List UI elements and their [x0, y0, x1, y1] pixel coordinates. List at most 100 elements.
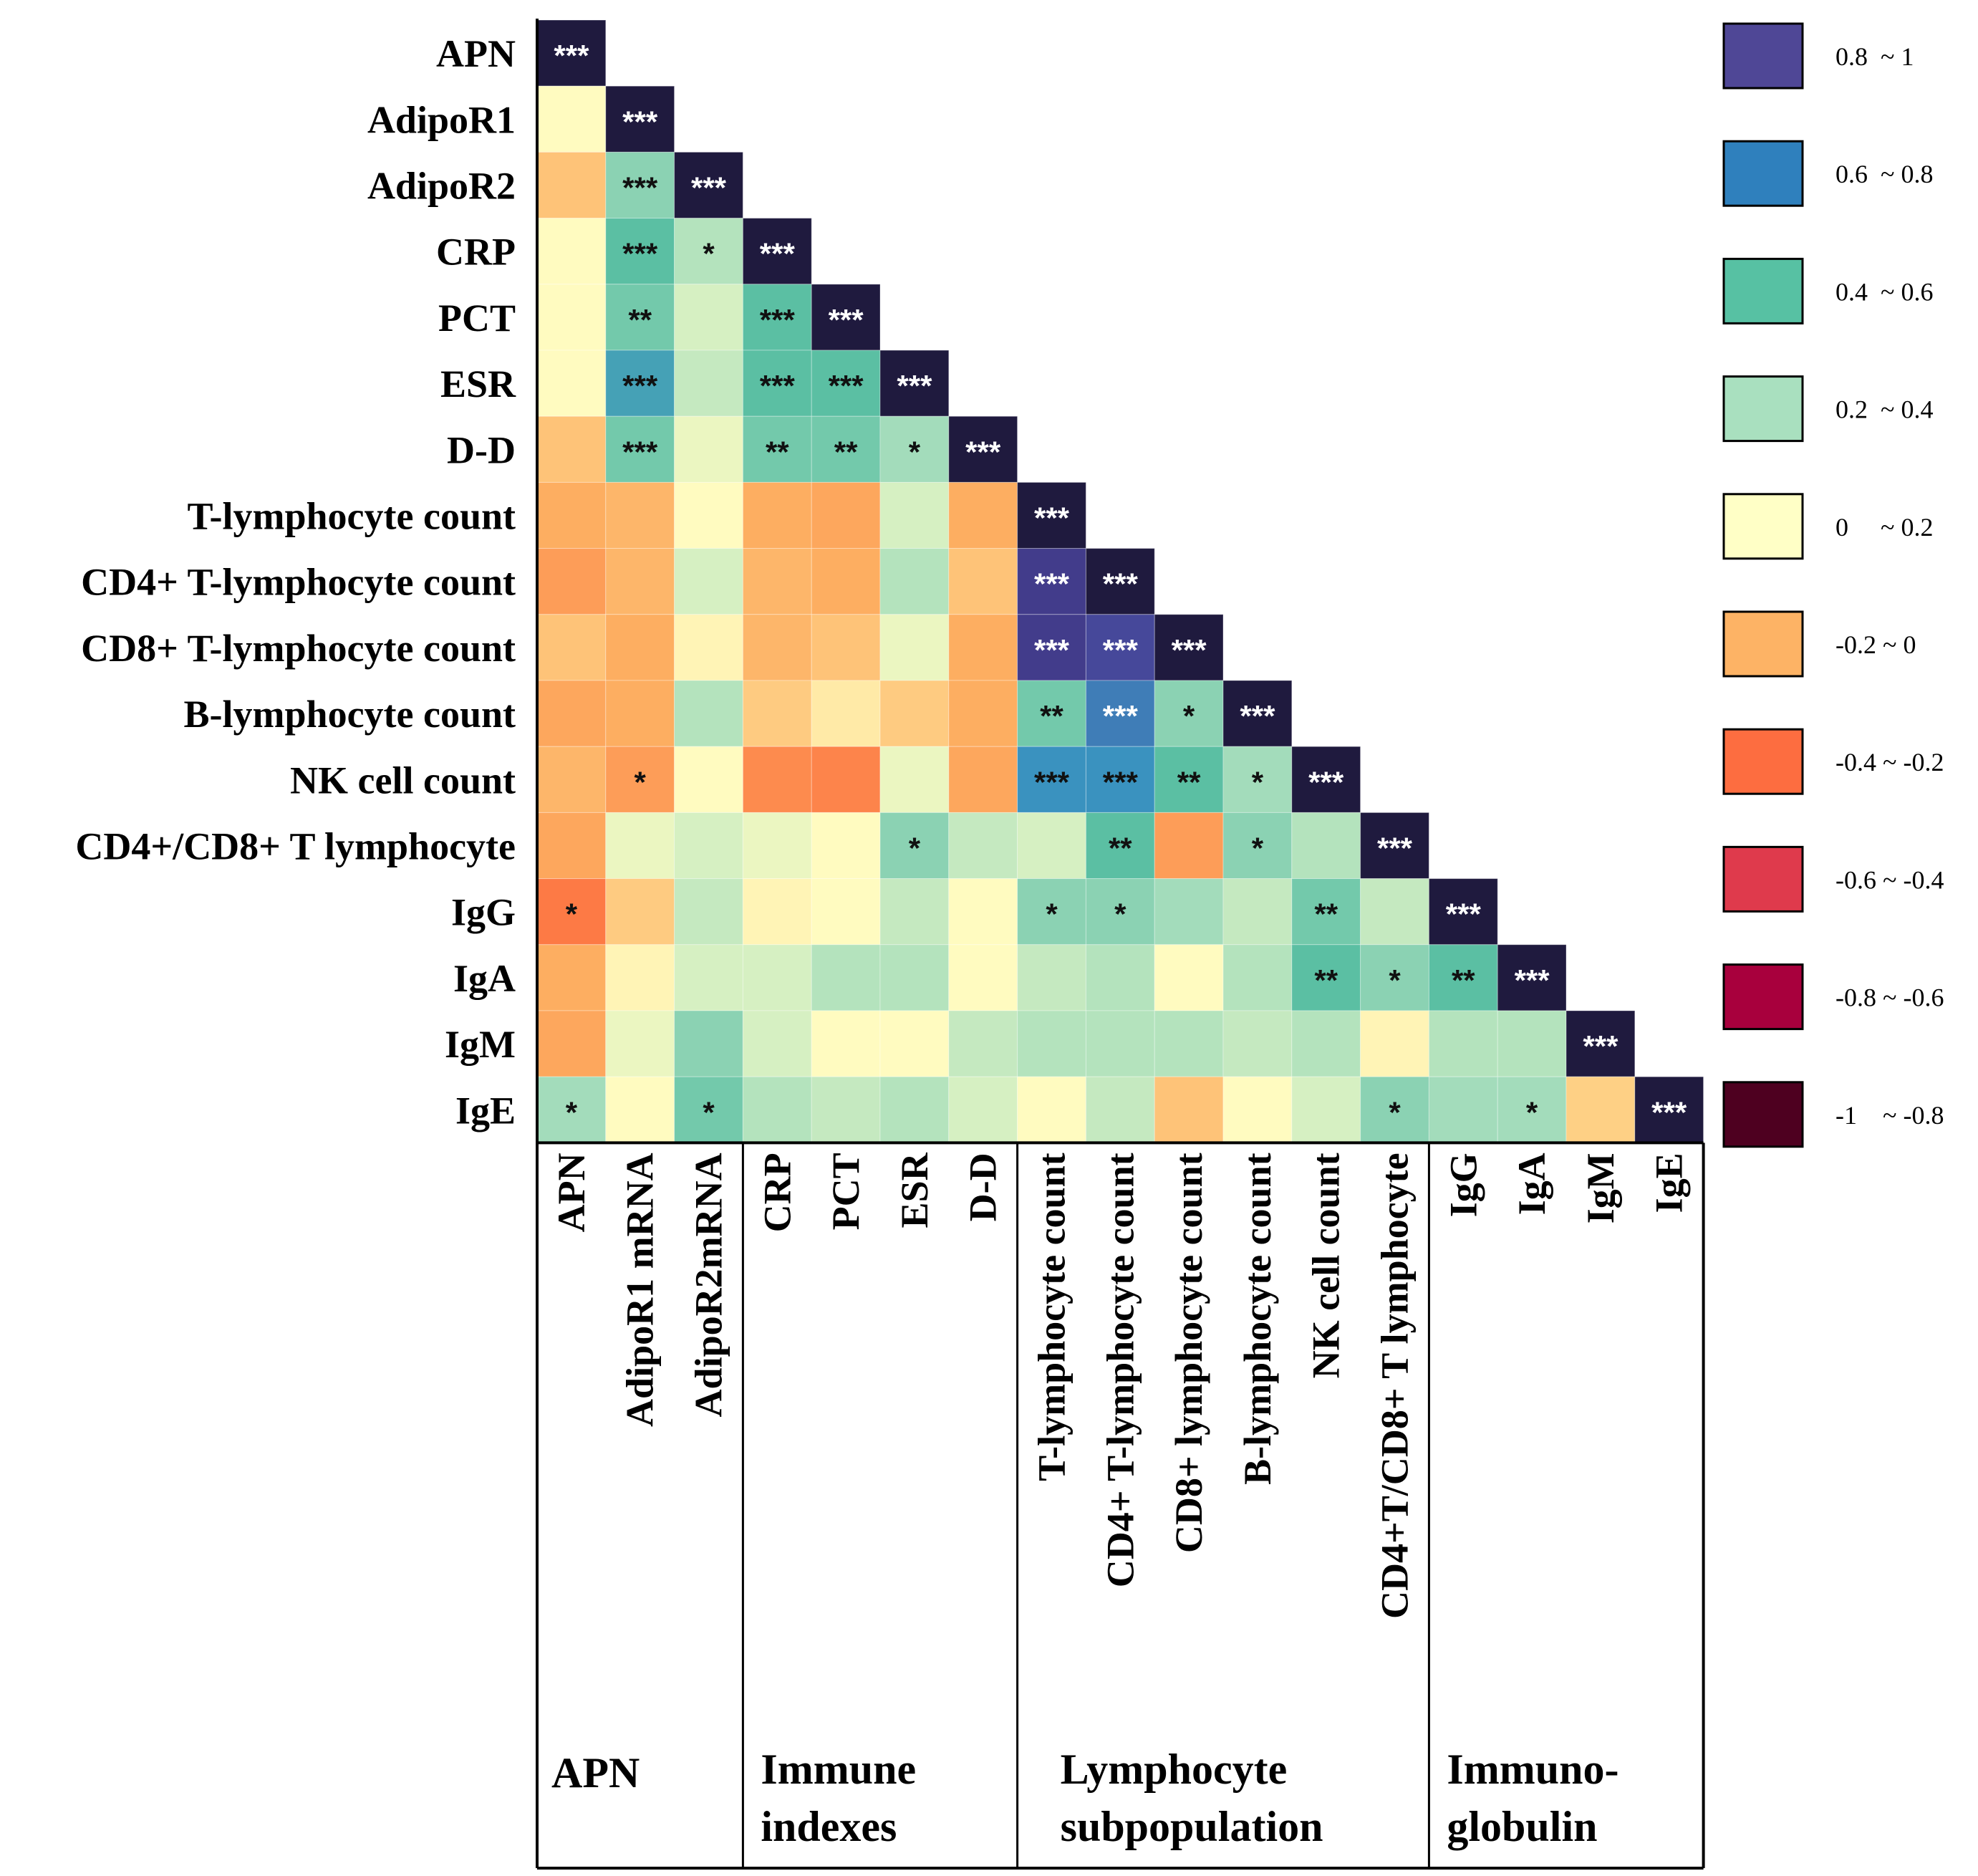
heatmap-cell — [811, 1076, 881, 1143]
heatmap-cell — [674, 878, 743, 946]
heatmap-cell — [1222, 746, 1293, 813]
significance-mark: ** — [1314, 898, 1338, 931]
legend-swatch — [1722, 845, 1804, 913]
significance-mark: * — [566, 898, 578, 931]
column-label: ESR — [893, 1152, 936, 1228]
significance-mark: *** — [760, 303, 796, 337]
group-label: Immuno-globulin — [1447, 1746, 1618, 1850]
significance-mark: * — [1389, 1095, 1401, 1129]
legend-label: 0.4 ~ 0.6 — [1835, 277, 1933, 306]
legend-label: 0.2 ~ 0.4 — [1835, 395, 1933, 424]
legend-label: 0.8 ~ 1 — [1835, 42, 1914, 71]
color-legend: 0.8 ~ 1 0.6 ~ 0.8 0.4 ~ 0.6 0.2 ~ 0.4 0 ~ 0.… — [1722, 22, 1944, 1148]
heatmap-cell — [1085, 614, 1155, 681]
heatmap-cell — [1360, 812, 1429, 880]
heatmap-cell — [948, 614, 1018, 681]
heatmap-cell — [536, 878, 607, 946]
column-label: D-D — [962, 1153, 1005, 1221]
column-label: B-lymphocyte count — [1236, 1153, 1279, 1484]
legend-label: -0.2 ~ 0 — [1835, 630, 1916, 659]
row-label: APN — [436, 32, 516, 75]
legend-swatch — [1722, 257, 1804, 324]
heatmap-cell — [1017, 878, 1086, 946]
heatmap-cell — [1017, 1076, 1086, 1143]
heatmap-cell — [1222, 812, 1293, 880]
heatmap-cell — [879, 944, 950, 1011]
heatmap-cell — [674, 680, 743, 747]
heatmap-cell — [1085, 812, 1155, 880]
group-frame — [536, 19, 1705, 1870]
column-label: NK cell count — [1305, 1153, 1348, 1378]
heatmap-cell — [879, 746, 950, 813]
heatmap-cell — [1291, 1010, 1361, 1077]
heatmap-cell — [605, 1076, 675, 1143]
heatmap-cell — [879, 1010, 950, 1077]
significance-mark: *** — [1308, 765, 1344, 799]
legend-swatch — [1722, 963, 1804, 1031]
significance-mark: ** — [1177, 765, 1201, 799]
heatmap-cell — [1154, 812, 1224, 880]
significance-mark: *** — [1103, 765, 1139, 799]
heatmap-cell — [605, 746, 675, 813]
heatmap-cell — [536, 218, 607, 285]
heatmap-cell — [1428, 1076, 1498, 1143]
heatmap-cell — [1085, 746, 1155, 813]
significance-mark: *** — [622, 171, 658, 205]
heatmap-cell — [948, 680, 1018, 747]
column-label: IgA — [1510, 1153, 1553, 1215]
heatmap-cell — [811, 812, 881, 880]
heatmap-cell — [536, 944, 607, 1011]
significance-mark: *** — [622, 105, 658, 138]
significance-mark: *** — [622, 435, 658, 468]
row-label: CD4+ T-lymphocyte count — [81, 561, 516, 604]
significance-mark: *** — [897, 369, 932, 403]
significance-mark: ** — [766, 435, 789, 468]
heatmap-cell — [605, 944, 675, 1011]
significance-mark: * — [635, 765, 647, 799]
heatmap-cell — [1360, 944, 1429, 1011]
significance-mark: * — [566, 1095, 578, 1129]
significance-mark: *** — [1103, 699, 1139, 733]
heatmap-cell — [742, 680, 812, 747]
heatmap-cell — [742, 1010, 812, 1077]
heatmap-cell — [674, 614, 743, 681]
group-label: Lymphocyte subpopulation — [1061, 1746, 1323, 1850]
legend-swatch — [1722, 493, 1804, 560]
row-label: PCT — [438, 297, 516, 340]
significance-mark: *** — [1103, 633, 1139, 667]
heatmap-cell — [742, 746, 812, 813]
heatmap-cell — [1154, 1010, 1224, 1077]
row-label: IgE — [455, 1089, 516, 1132]
significance-mark: * — [1252, 832, 1264, 865]
row-labels: APN AdipoR1 AdipoR2 CRP PCT ESR D-D T-lymphocyt… — [75, 32, 516, 1132]
heatmap-cell — [811, 284, 881, 351]
heatmap-cell — [742, 944, 812, 1011]
heatmap-cell — [674, 1076, 743, 1143]
heatmap-cell — [536, 85, 607, 153]
significance-mark: *** — [1515, 963, 1550, 997]
heatmap-cell — [536, 548, 607, 615]
significance-mark: *** — [1034, 501, 1070, 535]
significance-mark: *** — [1034, 765, 1070, 799]
group-label: APN — [551, 1749, 640, 1796]
heatmap-cell — [536, 481, 607, 549]
column-label: AdipoR1 mRNA — [619, 1153, 662, 1427]
column-label: T-lymphocyte count — [1031, 1153, 1074, 1481]
heatmap-cell — [1565, 1076, 1636, 1143]
significance-mark: * — [909, 832, 921, 865]
significance-mark: ** — [1314, 963, 1338, 997]
heatmap-cell — [536, 812, 607, 880]
legend-label: -0.6 ~ -0.4 — [1835, 865, 1944, 894]
legend-label: -0.8 ~ -0.6 — [1835, 983, 1944, 1012]
heatmap-cell — [948, 415, 1018, 483]
heatmap-cell — [536, 151, 607, 219]
heatmap-cell — [605, 812, 675, 880]
heatmap-cell — [879, 548, 950, 615]
significance-mark: *** — [1651, 1095, 1687, 1129]
heatmap-cell — [948, 746, 1018, 813]
row-label: IgG — [451, 891, 516, 934]
significance-mark: * — [1389, 963, 1401, 997]
heatmap-cell — [742, 548, 812, 615]
significance-mark: *** — [1446, 898, 1482, 931]
significance-mark: *** — [1583, 1029, 1618, 1063]
